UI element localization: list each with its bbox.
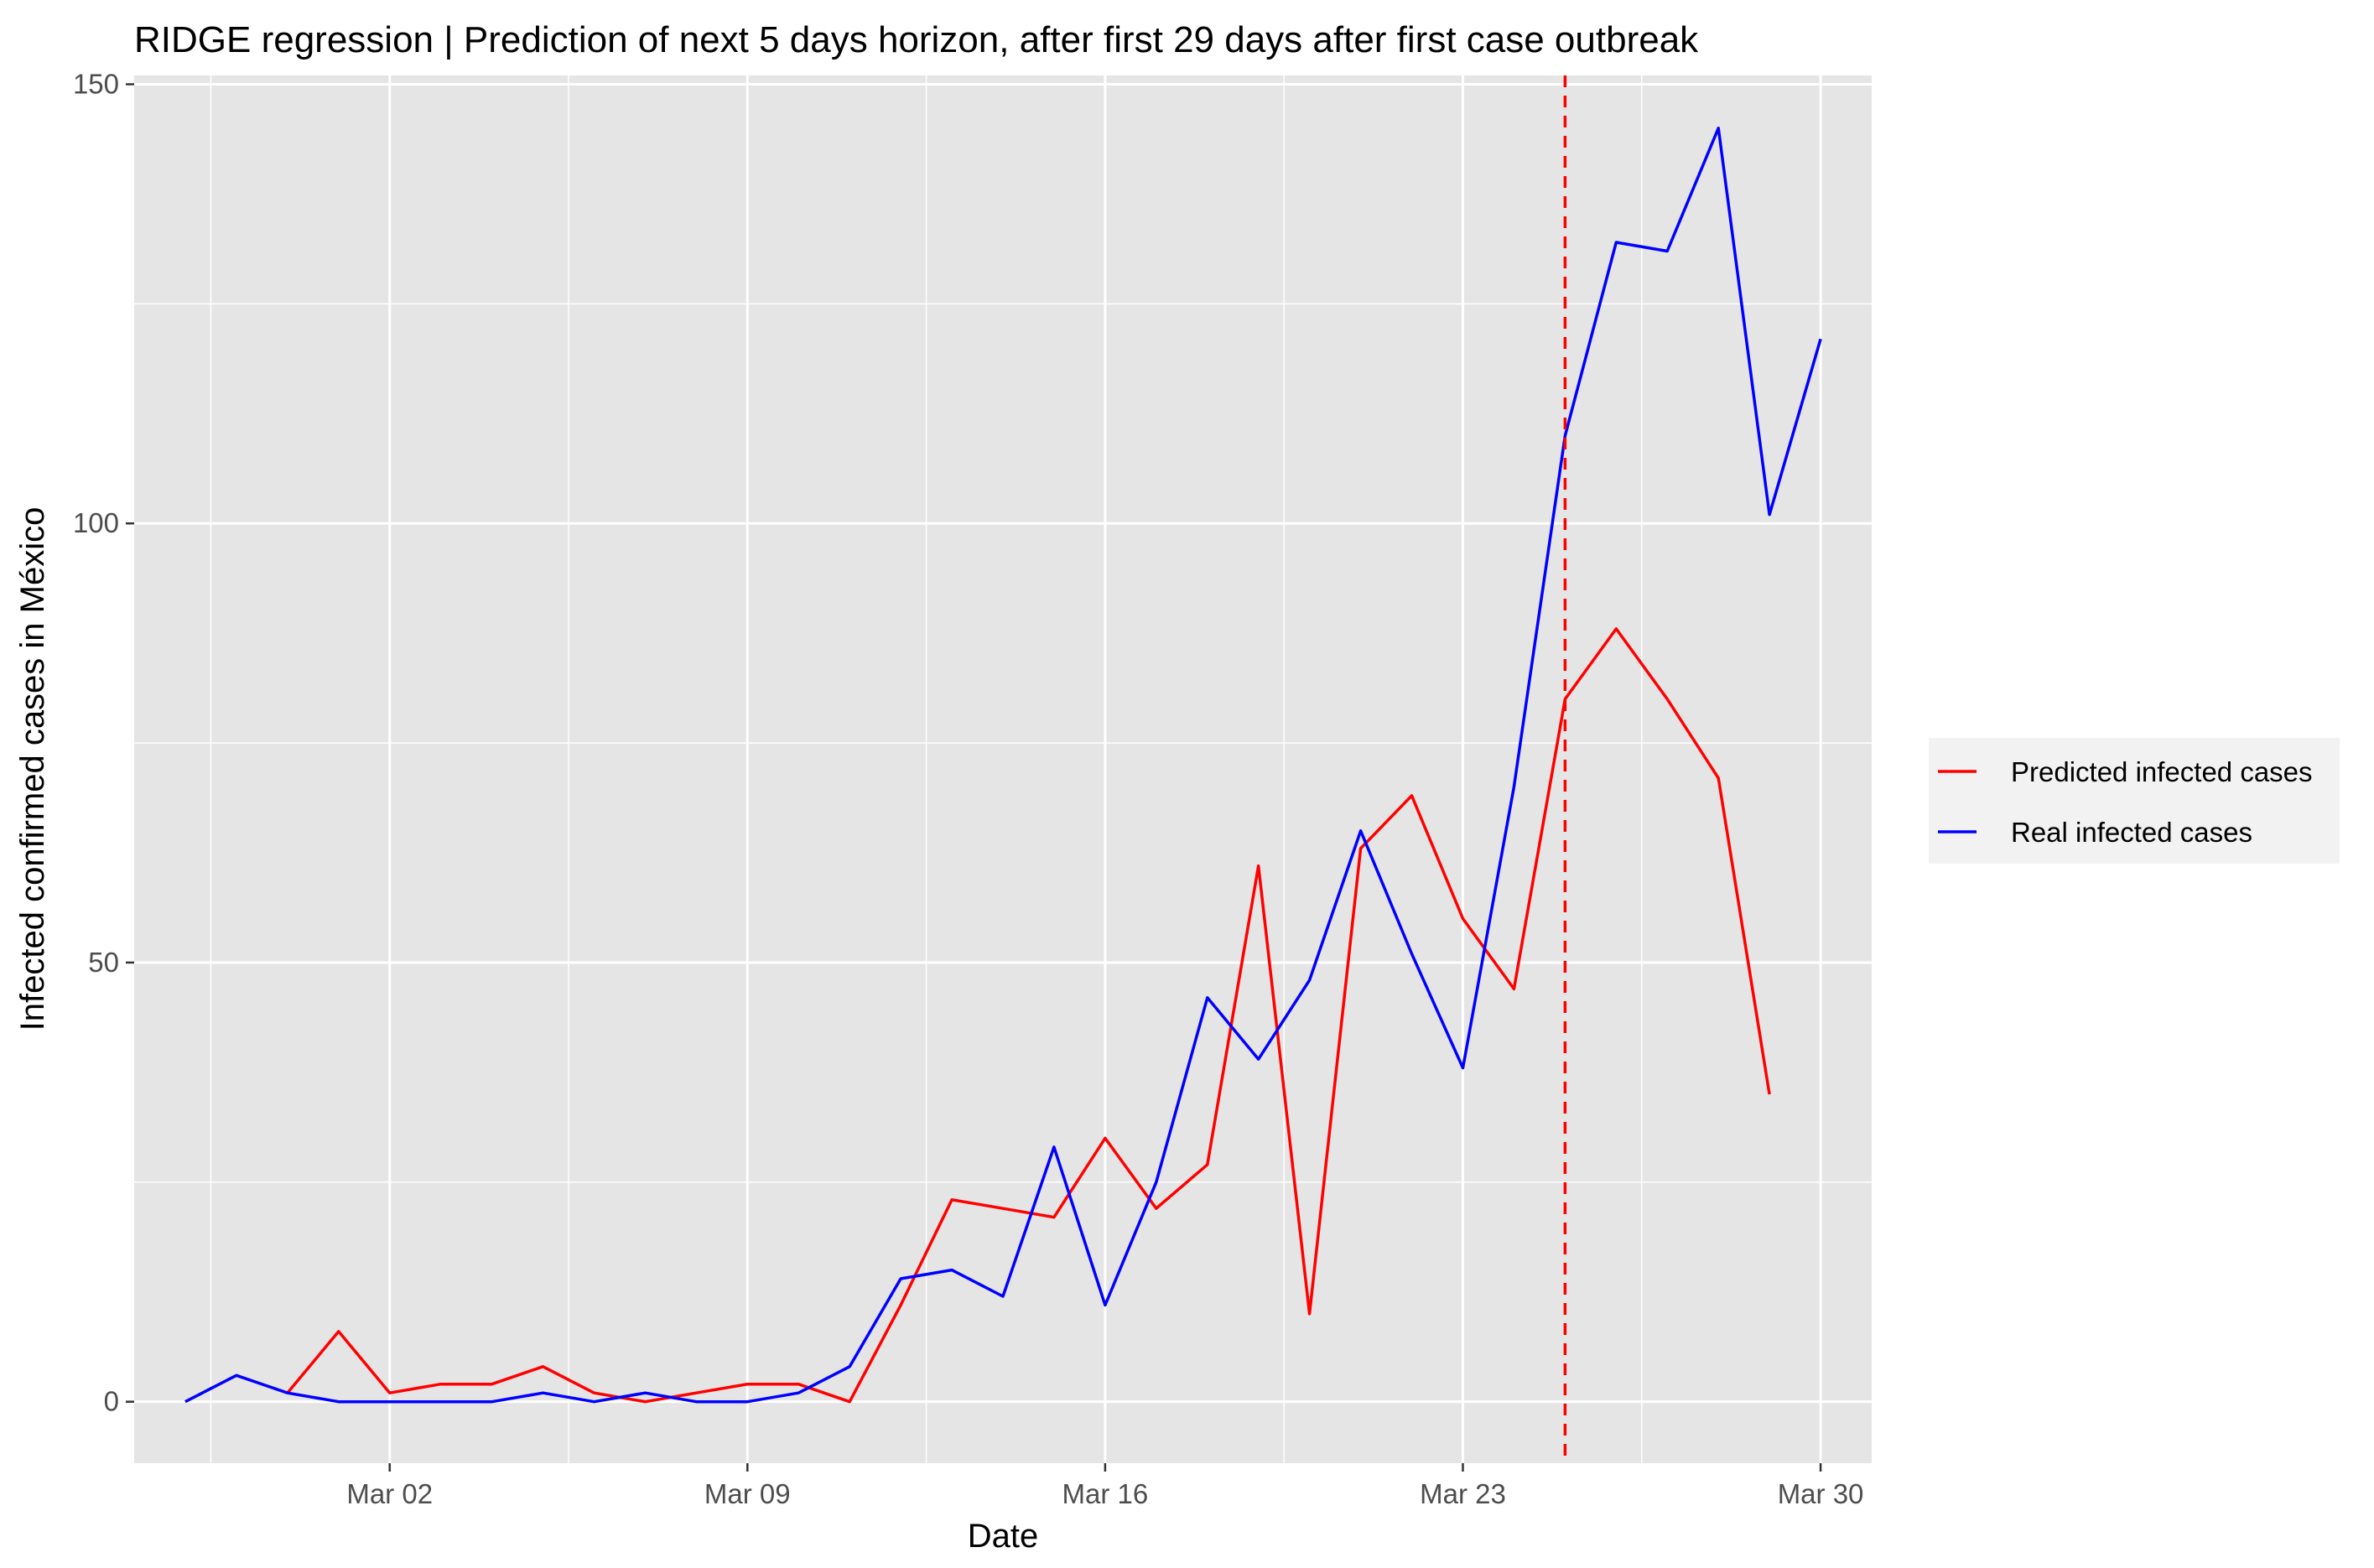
- major-gridlines: [134, 75, 1872, 1463]
- legend-background: [1929, 738, 2340, 864]
- x-axis-title: Date: [968, 1518, 1039, 1555]
- series-layer: [184, 127, 1822, 1404]
- x-tick-label: Mar 16: [1062, 1478, 1149, 1509]
- x-axis: Mar 02 Mar 09 Mar 16 Mar 23 Mar 30: [346, 1463, 1863, 1509]
- x-tick-label: Mar 09: [704, 1478, 791, 1509]
- plot-panel: [134, 75, 1872, 1463]
- y-axis: 0 50 100 150: [73, 68, 134, 1417]
- chart-title: RIDGE regression | Prediction of next 5 …: [134, 19, 1699, 60]
- x-tick-label: Mar 02: [346, 1478, 433, 1509]
- y-tick-label: 150: [73, 68, 119, 99]
- series-line-real: [184, 127, 1822, 1404]
- legend-label-predicted: Predicted infected cases: [2011, 756, 2313, 787]
- x-tick-label: Mar 30: [1778, 1478, 1864, 1509]
- y-tick-label: 100: [73, 507, 119, 538]
- y-tick-label: 0: [104, 1386, 119, 1417]
- x-tick-label: Mar 23: [1420, 1478, 1506, 1509]
- minor-gridlines: [134, 75, 1872, 1463]
- legend: Predicted infected cases Real infected ca…: [1929, 738, 2340, 864]
- y-axis-title: Infected confirmed cases in México: [14, 507, 51, 1031]
- y-tick-label: 50: [88, 947, 119, 978]
- legend-label-real: Real infected cases: [2011, 817, 2252, 848]
- series-line-predicted: [286, 627, 1771, 1404]
